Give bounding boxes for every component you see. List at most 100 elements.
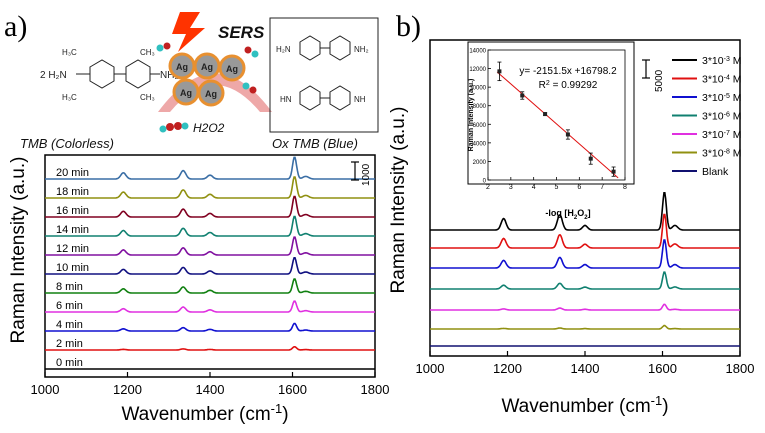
- panel-b-x-tick-label: 1600: [648, 361, 677, 376]
- inset-y-tick-label: 14000: [469, 49, 486, 55]
- legend-label: 3*10-5 M: [702, 92, 742, 104]
- panel-b-series-line: [430, 271, 740, 290]
- panel-b-series-group: [430, 192, 740, 347]
- panel-a-series-line: [45, 278, 375, 294]
- panel-a-series-group: 0 min 2 min 4 min 6 min 8 min 10 min 12 min 14 …: [45, 156, 375, 370]
- tmb-methyl-2: H₃C: [62, 93, 77, 102]
- panel-b-series-line: [430, 239, 740, 269]
- oxtmb-nh: NH: [354, 95, 366, 104]
- panel-a-time-label: 2 min: [56, 338, 83, 350]
- panel-a-time-label: 14 min: [56, 224, 89, 236]
- inset-y-tick-label: 6000: [473, 123, 487, 129]
- oxtmb-caption: Ox TMB (Blue): [272, 136, 358, 151]
- panel-a-x-tick-label: 1400: [196, 382, 225, 397]
- tmb-methyl-1: H₃C: [62, 48, 77, 57]
- panel-a-series-line: [45, 215, 375, 237]
- inset-data-point: [497, 69, 502, 74]
- inset-r2: R2 = 0.99292: [539, 80, 598, 92]
- panel-b-scale-label: 5000: [654, 69, 665, 92]
- panel-a-x-tick-label: 1800: [361, 382, 390, 397]
- panel-a-series-line: [45, 346, 375, 351]
- panel-a-label: a): [4, 10, 27, 43]
- inset-y-tick-label: 2000: [473, 160, 487, 166]
- tmb-caption: TMB (Colorless): [20, 136, 114, 151]
- inset-ylabel: Raman Intensity (a.u.): [468, 79, 475, 152]
- panel-a-time-label: 18 min: [56, 186, 89, 198]
- oxtmb-nh2: NH₂: [354, 45, 369, 54]
- panel-b-ylabel: Raman Intensity (a.u.): [388, 107, 409, 294]
- tmb-label-right-nh2: NH₂: [160, 70, 178, 81]
- panel-b-series-line: [430, 324, 740, 330]
- panel-b-series-line: [430, 192, 740, 231]
- panel-a-plot-frame: [44, 154, 376, 378]
- h2o2-molecules: [156, 42, 259, 133]
- oxtmb-h2n: H₂N: [276, 45, 291, 54]
- ag-label-4: Ag: [180, 88, 192, 98]
- panel-a-series-line: [45, 195, 375, 218]
- inset-plot: 2 3 4 5 6 7 8 0 2000 4000 6000 8000 10000 12000 14000: [469, 49, 627, 192]
- oxtmb-structure-box: [269, 17, 379, 133]
- legend-label: Blank: [702, 166, 729, 178]
- panel-a-time-label: 16 min: [56, 205, 89, 217]
- sers-label: SERS: [218, 23, 265, 42]
- legend-label: 3*10-3 M: [702, 55, 742, 67]
- legend-label: 3*10-4 M: [702, 74, 742, 86]
- panel-b-xlabel: Wavenumber (cm-1): [501, 393, 668, 418]
- panel-a-x-ticks: 1000 1200 1400 1600 1800: [31, 372, 390, 397]
- panel-a-time-label: 8 min: [56, 281, 83, 293]
- ag-label-3: Ag: [226, 64, 238, 74]
- inset-x-tick-label: 4: [532, 184, 536, 191]
- ag-label-2: Ag: [201, 62, 213, 72]
- panel-a-x-tick-label: 1600: [278, 382, 307, 397]
- tmb-methyl-3: CH₃: [140, 48, 155, 57]
- panel-b-series-line: [430, 303, 740, 311]
- panel-b-x-ticks: 1000 1200 1400 1600 1800: [416, 351, 755, 376]
- panel-a-scale-label: 1000: [361, 163, 372, 186]
- panel-a-series-line: [45, 176, 375, 199]
- inset-x-tick-label: 3: [509, 184, 513, 191]
- panel-b-x-tick-label: 1200: [493, 361, 522, 376]
- tmb-label-left-nh2: 2 H₂N: [40, 70, 67, 81]
- ag-nanoparticles: Ag Ag Ag Ag Ag: [168, 52, 246, 107]
- inset-y-tick-label: 4000: [473, 141, 487, 147]
- inset-y-tick-label: 10000: [469, 86, 486, 92]
- lightning-icon: [172, 12, 205, 52]
- panel-a-x-tick-label: 1000: [31, 382, 60, 397]
- panel-a-time-label: 12 min: [56, 243, 89, 255]
- panel-a-series-line: [45, 156, 375, 180]
- h2o2-label: H2O2: [193, 121, 225, 135]
- panel-a-series-line: [45, 300, 375, 313]
- inset-x-tick-label: 7: [600, 184, 604, 191]
- panel-a-time-label: 10 min: [56, 262, 89, 274]
- panel-a-xlabel: Wavenumber (cm-1): [121, 401, 288, 426]
- legend-label: 3*10-8 M: [702, 148, 742, 160]
- panel-b-x-tick-label: 1000: [416, 361, 445, 376]
- inset-x-tick-label: 2: [486, 184, 490, 191]
- inset-y-tick-label: 8000: [473, 104, 487, 110]
- inset-equation: y= -2151.5x +16798.2: [519, 66, 617, 77]
- oxtmb-molecule: [299, 35, 351, 111]
- ag-label-5: Ag: [205, 89, 217, 99]
- legend-label: 3*10-7 M: [702, 129, 742, 141]
- inset-x-tick-label: 8: [623, 184, 627, 191]
- panel-b-legend: 3*10-3 M 3*10-4 M 3*10-5 M 3*10-6 M 3*10-7 M…: [672, 55, 742, 178]
- panel-a-series-line: [45, 257, 375, 275]
- legend-label: 3*10-6 M: [702, 111, 742, 123]
- panel-b-series-line: [430, 213, 740, 249]
- panel-b-x-tick-label: 1400: [571, 361, 600, 376]
- inset-data-point: [543, 112, 548, 117]
- inset-y-tick-label: 12000: [469, 67, 486, 73]
- inset-data-point: [565, 132, 570, 137]
- inset-fit-line: [496, 71, 619, 179]
- panel-a-x-tick-label: 1200: [113, 382, 142, 397]
- panel-b-x-tick-label: 1800: [726, 361, 755, 376]
- ag-label-1: Ag: [176, 62, 188, 72]
- panel-a-time-label: 20 min: [56, 167, 89, 179]
- oxtmb-hn: HN: [280, 95, 292, 104]
- panel-a-time-label: 0 min: [56, 357, 83, 369]
- inset-xlabel: -log [H2O2]: [545, 208, 590, 221]
- inset-data-point: [520, 93, 525, 98]
- panel-a-time-label: 4 min: [56, 319, 83, 331]
- inset-x-tick-label: 6: [577, 184, 581, 191]
